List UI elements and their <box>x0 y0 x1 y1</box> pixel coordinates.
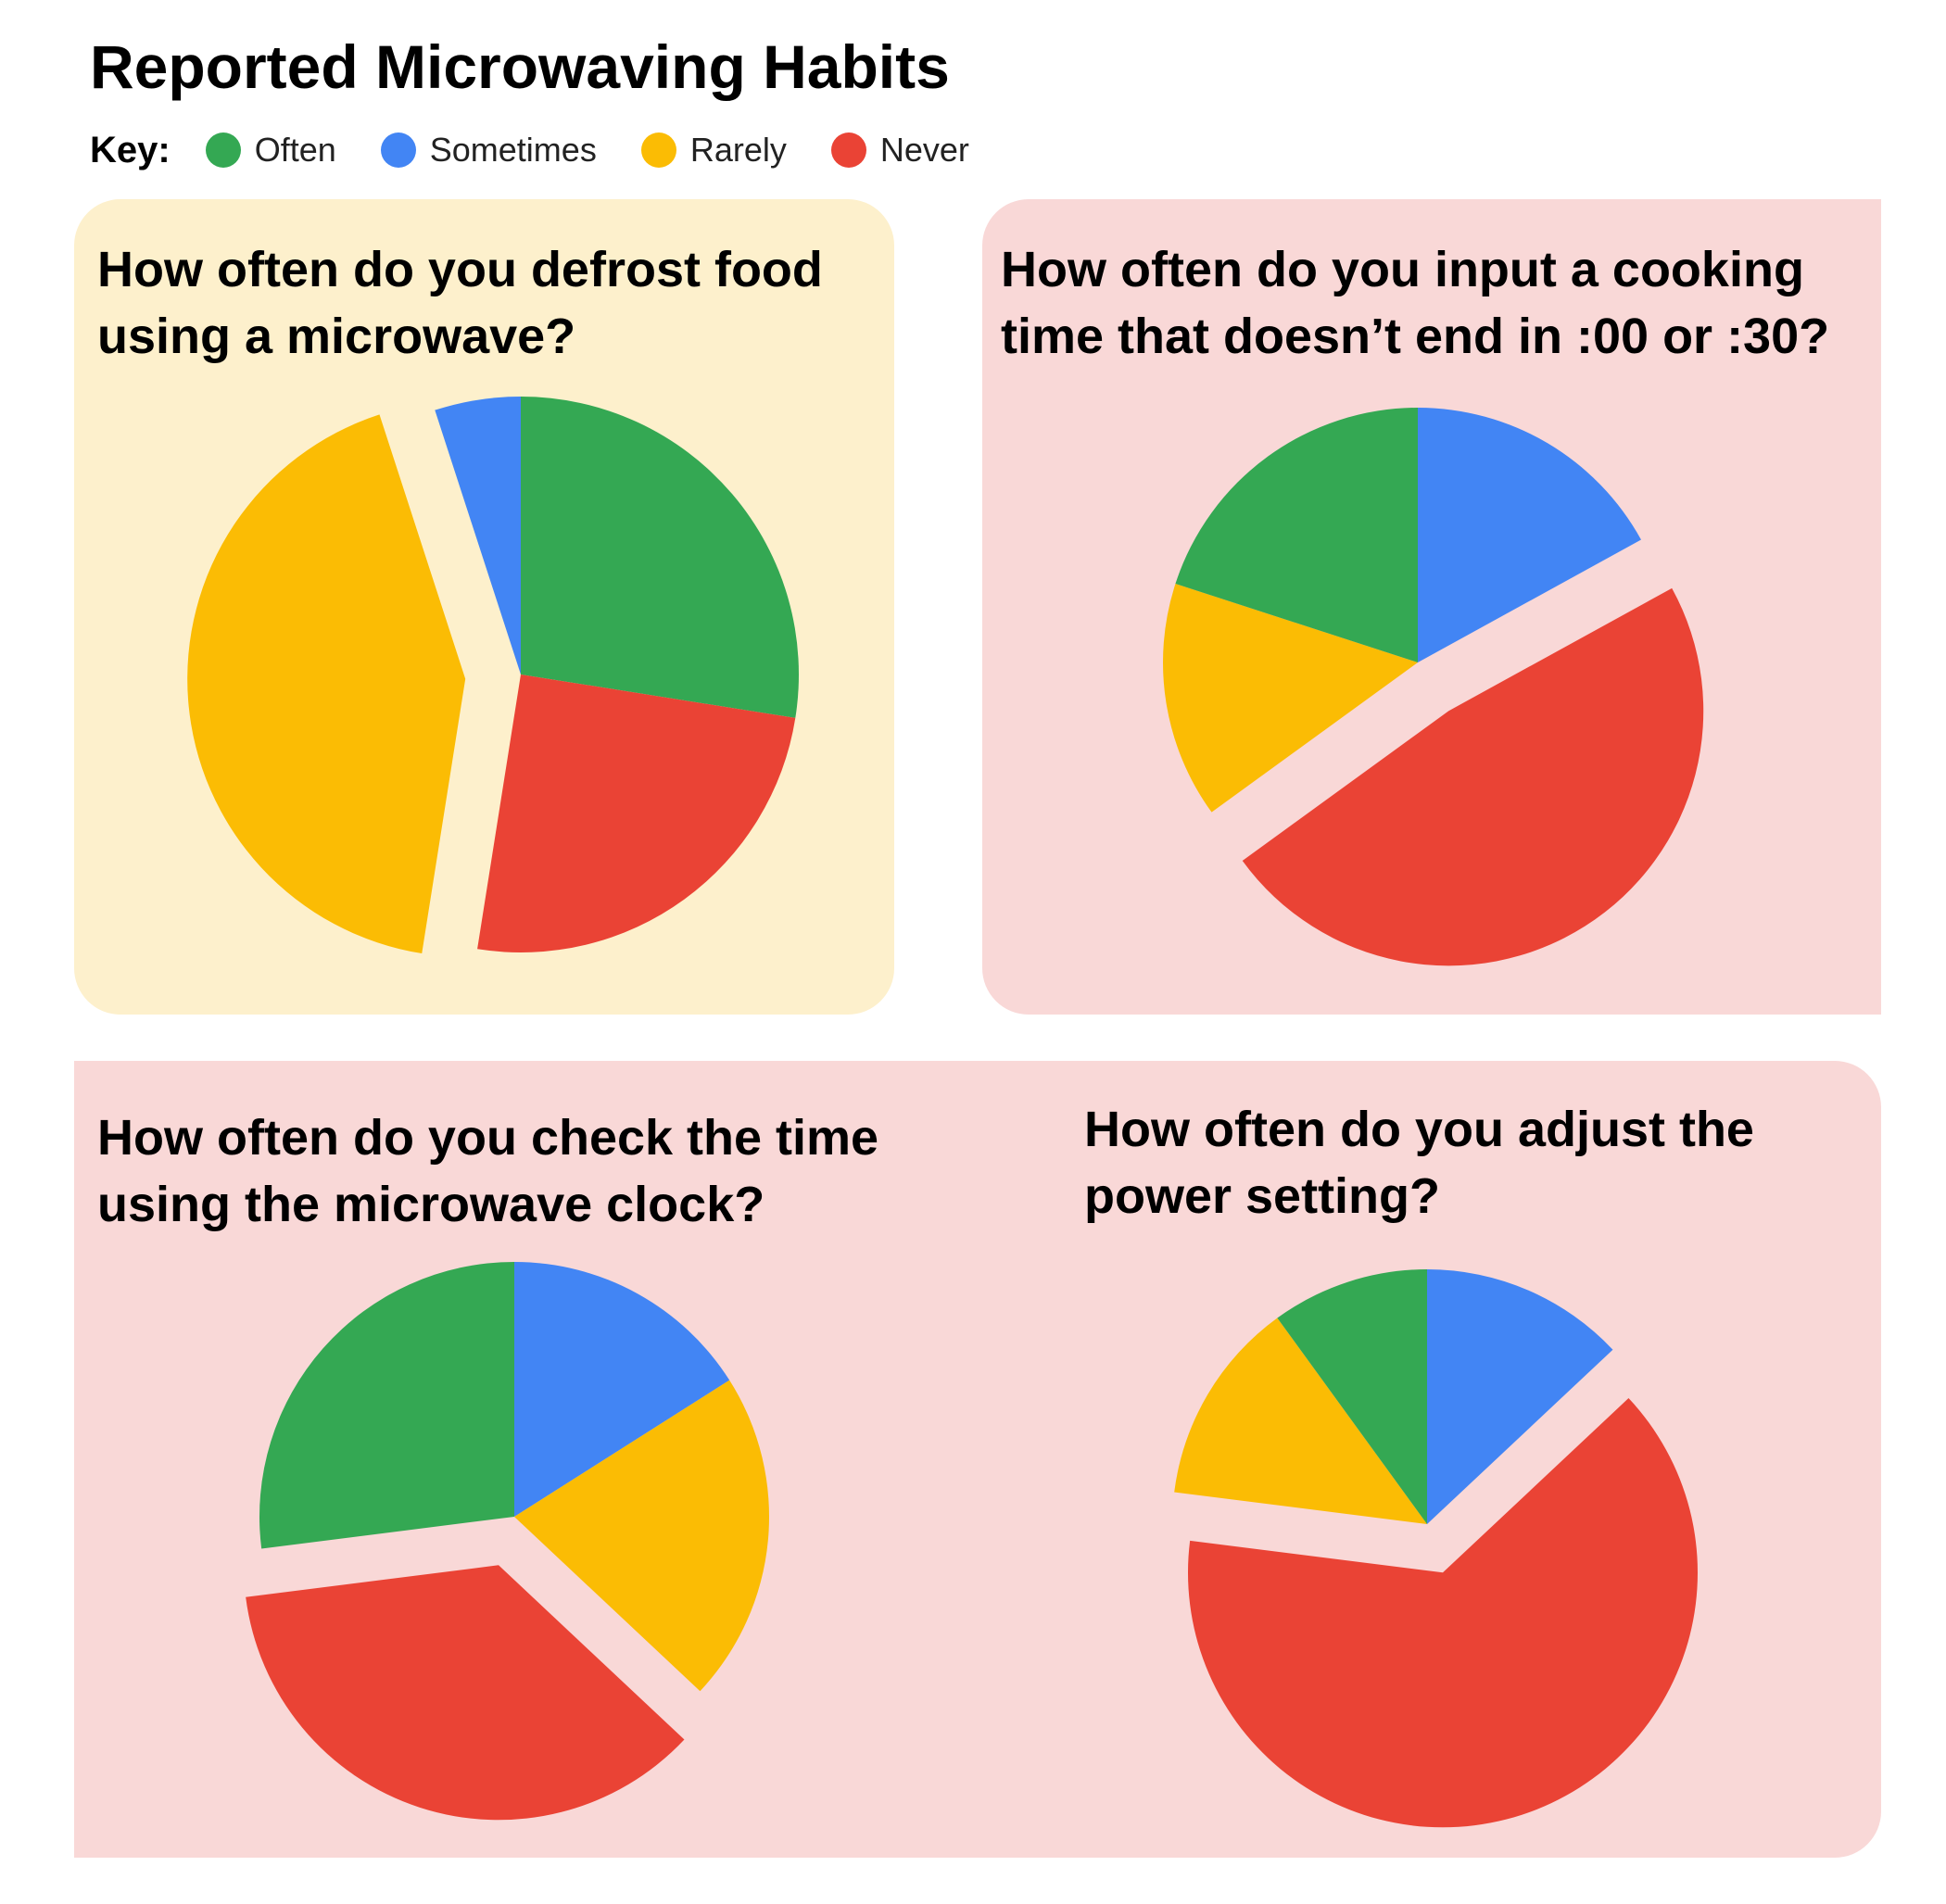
pie-1-slice-rarely <box>187 414 466 954</box>
pie-3-question-line-1: How often do you check the time <box>97 1110 879 1166</box>
legend-item-often: Often <box>205 131 336 170</box>
legend-label-often: Often <box>254 131 336 169</box>
pie-3-slice-sometimes <box>514 1262 730 1517</box>
pie-4-slice-rarely <box>1174 1318 1427 1524</box>
legend-item-never: Never <box>830 131 969 170</box>
pie-4-question-line-2: power setting? <box>1084 1168 1441 1224</box>
pie-3-slice-rarely <box>514 1380 770 1692</box>
pie-4-slice-often <box>1277 1269 1427 1524</box>
legend-item-rarely: Rarely <box>640 131 787 170</box>
pie-2-slice-never <box>1242 587 1704 966</box>
legend-swatch-never <box>830 132 866 168</box>
legend-key-label: Key: <box>90 129 171 170</box>
legend-item-sometimes: Sometimes <box>380 131 597 170</box>
pie-3-slice-never <box>246 1565 685 1821</box>
pie-4-question: How often do you adjust the power settin… <box>1084 1096 1754 1229</box>
pie-2-slice-sometimes <box>1418 408 1641 662</box>
pie-2-question-line-1: How often do you input a cooking <box>1001 242 1804 297</box>
pie-3-slice-often <box>259 1262 514 1549</box>
pie-3-question-line-2: using the microwave clock? <box>97 1177 765 1232</box>
legend-label-never: Never <box>879 131 969 169</box>
pie-4-slice-never <box>1187 1398 1698 1828</box>
legend-swatch-sometimes <box>380 132 416 168</box>
pie-2-slice-rarely <box>1163 584 1418 813</box>
pie-4-slice-sometimes <box>1427 1269 1613 1524</box>
pie-3-question: How often do you check the time using th… <box>97 1104 878 1238</box>
chart-title: Reported Microwaving Habits <box>90 32 950 101</box>
pie-2-slice-often <box>1175 408 1418 662</box>
pie-2-question-line-2: time that doesn’t end in :00 or :30? <box>1001 309 1830 364</box>
legend-label-rarely: Rarely <box>689 131 787 169</box>
pie-1-slice-never <box>477 675 796 952</box>
legend-swatch-often <box>205 132 241 168</box>
legend-swatch-rarely <box>640 132 676 168</box>
legend-label-sometimes: Sometimes <box>429 131 597 169</box>
pie-1-question-line-2: using a microwave? <box>97 309 576 364</box>
pie-1-slice-often <box>521 397 799 718</box>
pie-4-question-line-1: How often do you adjust the <box>1084 1102 1754 1157</box>
pie-1-question: How often do you defrost food using a mi… <box>97 236 823 370</box>
pie-2-question: How often do you input a cooking time th… <box>1001 236 1829 370</box>
pie-1-slice-sometimes <box>435 397 521 675</box>
pie-1-question-line-1: How often do you defrost food <box>97 242 823 297</box>
legend: Key: Often Sometimes Rarely Never <box>90 128 1014 172</box>
